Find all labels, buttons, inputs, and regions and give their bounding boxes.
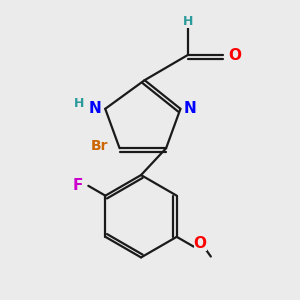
Text: H: H [74, 97, 85, 110]
Text: N: N [184, 101, 197, 116]
Text: N: N [89, 101, 102, 116]
Text: H: H [182, 15, 193, 28]
Text: O: O [194, 236, 207, 251]
Text: O: O [228, 48, 242, 63]
Text: Br: Br [91, 140, 109, 153]
Text: F: F [73, 178, 83, 193]
